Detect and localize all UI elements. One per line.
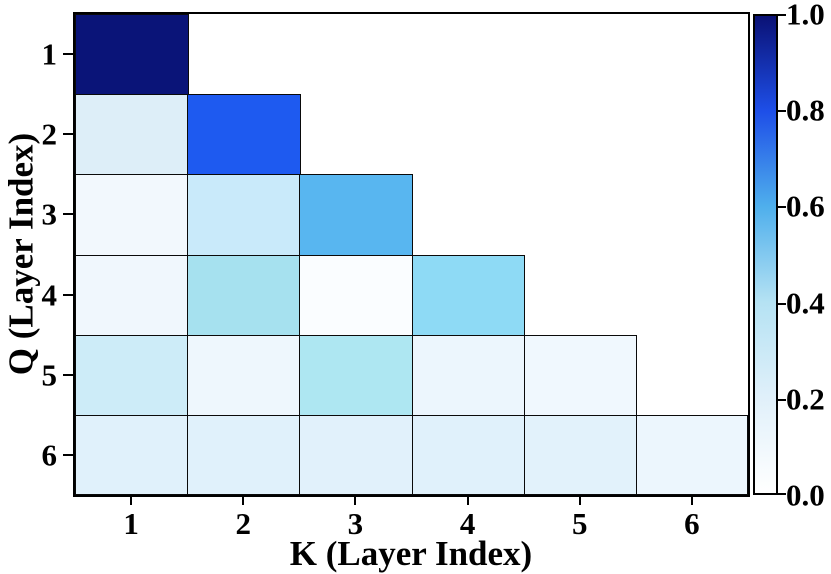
heatmap-cell bbox=[523, 414, 638, 495]
x-tick-label: 5 bbox=[572, 506, 588, 541]
colorbar-tick-label: 0.0 bbox=[786, 477, 825, 513]
colorbar bbox=[753, 14, 778, 495]
x-tick-label: 3 bbox=[347, 506, 364, 541]
y-tick-mark bbox=[63, 373, 73, 376]
heatmap-cell bbox=[411, 254, 526, 337]
colorbar-tick-mark bbox=[778, 302, 786, 305]
heatmap-cell bbox=[299, 174, 414, 257]
colorbar-tick-label: 0.6 bbox=[786, 188, 825, 224]
y-tick-mark bbox=[63, 53, 73, 56]
heatmap-cell bbox=[75, 94, 189, 176]
x-axis-label: K (Layer Index) bbox=[289, 534, 533, 573]
x-tick-label: 4 bbox=[459, 506, 476, 541]
y-axis-label: Q (Layer Index) bbox=[1, 132, 41, 376]
heatmap-cell bbox=[411, 414, 526, 495]
y-tick-mark bbox=[63, 293, 73, 296]
x-tick-label: 2 bbox=[235, 506, 252, 541]
heatmap-cell bbox=[75, 14, 189, 96]
colorbar-tick-label: 0.8 bbox=[786, 92, 825, 128]
heatmap-cell bbox=[75, 334, 189, 417]
y-tick-label: 4 bbox=[41, 277, 58, 313]
heatmap-cell bbox=[635, 414, 748, 495]
x-tick-mark bbox=[690, 495, 693, 505]
colorbar-tick-mark bbox=[778, 398, 786, 401]
x-tick-mark bbox=[130, 495, 133, 505]
x-tick-label: 6 bbox=[684, 506, 700, 541]
colorbar-tick-mark bbox=[778, 206, 786, 209]
colorbar-tick-label: 1.0 bbox=[786, 0, 825, 32]
heatmap-cell bbox=[75, 414, 189, 495]
plot-area bbox=[73, 12, 750, 497]
x-tick-mark bbox=[578, 495, 581, 505]
heatmap-cell bbox=[187, 94, 301, 176]
x-tick-mark bbox=[354, 495, 357, 505]
x-tick-mark bbox=[466, 495, 469, 505]
y-tick-mark bbox=[63, 213, 73, 216]
y-tick-label: 1 bbox=[41, 36, 58, 72]
heatmap-cell bbox=[411, 334, 526, 417]
heatmap-cell bbox=[75, 254, 189, 337]
x-tick-mark bbox=[242, 495, 245, 505]
heatmap-cell bbox=[187, 174, 301, 257]
heatmap-cell bbox=[75, 174, 189, 257]
colorbar-tick-label: 0.2 bbox=[786, 381, 825, 417]
y-tick-mark bbox=[63, 133, 73, 136]
colorbar-tick-label: 0.4 bbox=[786, 285, 825, 321]
heatmap-cell bbox=[299, 254, 414, 337]
heatmap-cell bbox=[299, 334, 414, 417]
colorbar-tick-mark bbox=[778, 14, 786, 16]
heatmap-cell bbox=[187, 414, 301, 495]
x-tick-label: 1 bbox=[123, 506, 139, 541]
y-tick-label: 5 bbox=[41, 357, 58, 393]
y-tick-label: 6 bbox=[41, 437, 58, 473]
heatmap-cell bbox=[523, 334, 638, 417]
y-tick-mark bbox=[63, 453, 73, 456]
y-tick-label: 3 bbox=[41, 196, 58, 232]
y-tick-label: 2 bbox=[41, 116, 58, 152]
colorbar-tick-mark bbox=[778, 110, 786, 113]
heatmap-cell bbox=[187, 254, 301, 337]
colorbar-tick-mark bbox=[778, 493, 786, 495]
heatmap-cell bbox=[187, 334, 301, 417]
heatmap-cell bbox=[299, 414, 414, 495]
